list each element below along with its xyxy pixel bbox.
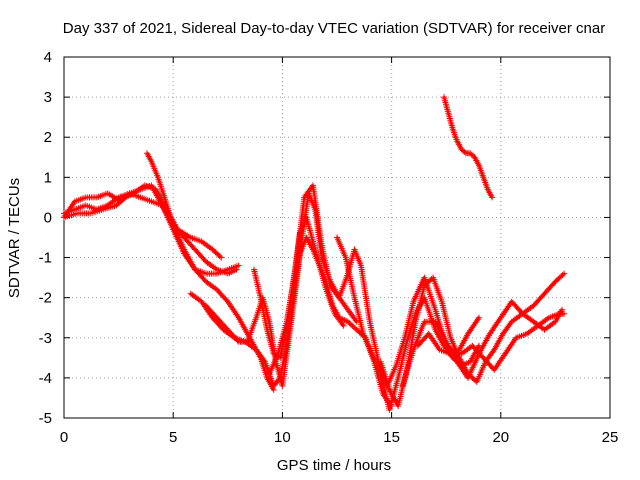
x-tick-label: 0	[60, 429, 68, 446]
y-tick-label: 3	[44, 89, 52, 106]
y-tick-label: -4	[39, 370, 52, 387]
x-tick-label: 15	[383, 429, 400, 446]
chart-title: Day 337 of 2021, Sidereal Day-to-day VTE…	[63, 20, 605, 37]
x-tick-label: 25	[602, 429, 619, 446]
data-series	[61, 94, 568, 413]
series-markers	[414, 310, 568, 373]
y-tick-label: 1	[44, 169, 52, 186]
x-axis-label: GPS time / hours	[277, 457, 391, 474]
x-tick-label: 20	[492, 429, 509, 446]
x-tick-label: 5	[169, 429, 177, 446]
y-tick-label: -2	[39, 290, 52, 307]
y-tick-label: -1	[39, 250, 52, 267]
y-tick-label: 2	[44, 129, 52, 146]
x-tick-label: 10	[274, 429, 291, 446]
y-axis-label: SDTVAR / TECUs	[6, 178, 23, 298]
series-track-13	[441, 94, 496, 201]
series-markers	[377, 270, 568, 409]
series-track-12	[414, 310, 568, 373]
y-tick-label: -3	[39, 330, 52, 347]
y-tick-label: 0	[44, 209, 52, 226]
plot-frame	[63, 56, 611, 419]
y-tick-label: 4	[44, 49, 52, 66]
tick-labels: 0 5 10 15 20 25 -5 -4 -3 -2 -1 0 1 2 3 4	[39, 49, 619, 446]
series-markers	[441, 94, 496, 201]
y-tick-label: -5	[39, 410, 52, 427]
series-track-8	[266, 182, 482, 389]
